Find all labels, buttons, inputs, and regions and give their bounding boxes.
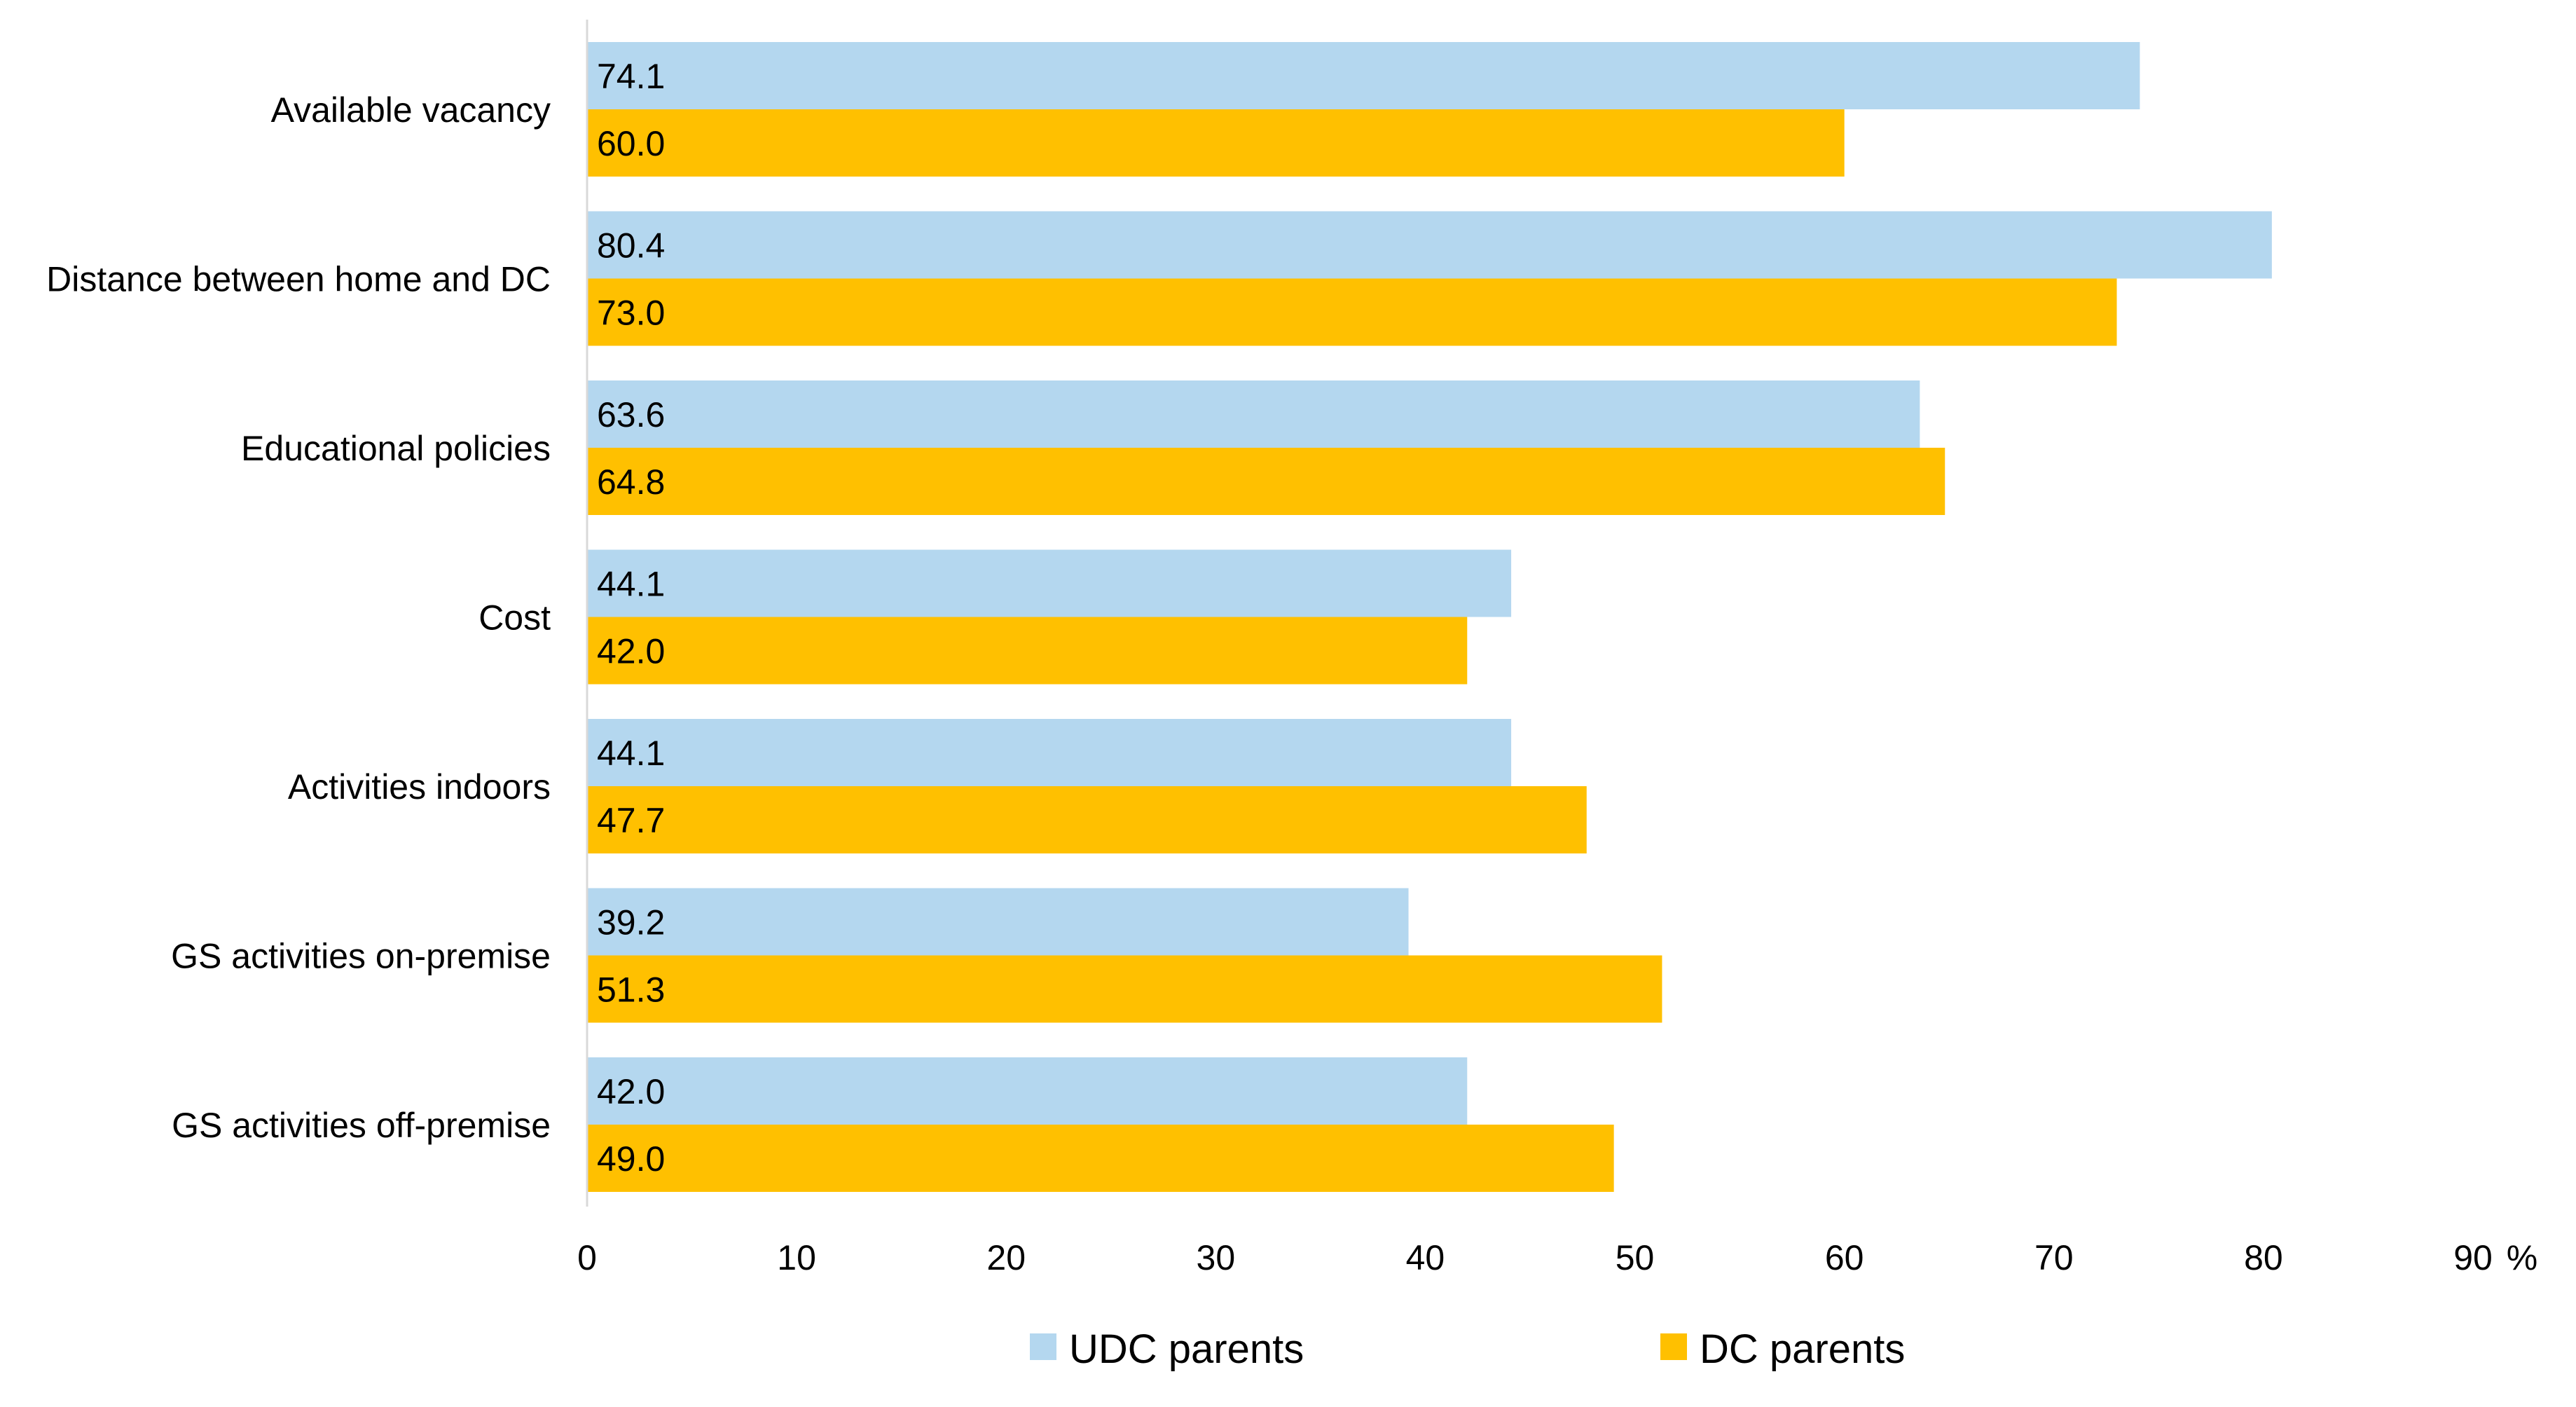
x-tick-label-0: 0 [577, 1238, 597, 1277]
x-tick-label-50: 50 [1616, 1238, 1655, 1277]
category-label-3: Cost [478, 598, 551, 638]
value-label-dc-3: 42.0 [597, 632, 665, 671]
value-label-dc-1: 73.0 [597, 294, 665, 333]
value-label-udc-0: 74.1 [597, 57, 665, 96]
bar-udc-1 [587, 211, 2272, 279]
value-label-udc-2: 63.6 [597, 395, 665, 434]
bar-udc-2 [587, 380, 1920, 448]
legend-label-udc: UDC parents [1069, 1326, 1304, 1372]
value-label-udc-1: 80.4 [597, 226, 665, 266]
category-label-1: Distance between home and DC [46, 260, 551, 299]
x-axis-ticks: 0 10 20 30 40 50 60 70 80 90 [577, 1238, 2493, 1277]
x-tick-label-80: 80 [2244, 1238, 2283, 1277]
value-label-udc-5: 39.2 [597, 903, 665, 942]
category-label-2: Educational policies [241, 429, 551, 468]
x-tick-label-10: 10 [777, 1238, 816, 1277]
value-label-dc-0: 60.0 [597, 124, 665, 163]
x-tick-label-90: 90 [2453, 1238, 2493, 1277]
bar-dc-6 [587, 1125, 1614, 1192]
category-label-4: Activities indoors [288, 767, 551, 807]
x-tick-label-20: 20 [986, 1238, 1026, 1277]
value-label-dc-2: 64.8 [597, 462, 665, 502]
value-labels-layer: 74.1 60.0 80.4 73.0 63.6 64.8 44.1 42.0 44.1 47.7… [597, 57, 665, 1179]
category-label-5: GS activities on-premise [171, 937, 551, 976]
category-labels-layer: Available vacancy Distance between home a… [46, 90, 551, 1145]
bar-udc-3 [587, 549, 1512, 617]
value-label-dc-6: 49.0 [597, 1139, 665, 1179]
bar-dc-4 [587, 786, 1587, 853]
category-label-6: GS activities off-premise [172, 1106, 551, 1145]
x-tick-label-60: 60 [1825, 1238, 1864, 1277]
value-label-udc-6: 42.0 [597, 1072, 665, 1111]
bar-udc-0 [587, 42, 2140, 109]
value-label-dc-5: 51.3 [597, 970, 665, 1010]
legend-swatch-udc [1030, 1333, 1056, 1360]
legend-swatch-dc [1660, 1333, 1687, 1360]
bars-layer [587, 42, 2272, 1192]
legend-label-dc: DC parents [1700, 1326, 1905, 1372]
bar-dc-2 [587, 448, 1945, 515]
x-tick-label-30: 30 [1197, 1238, 1236, 1277]
x-tick-label-40: 40 [1406, 1238, 1445, 1277]
category-label-0: Available vacancy [271, 90, 551, 130]
value-label-dc-4: 47.7 [597, 801, 665, 840]
value-label-udc-3: 44.1 [597, 565, 665, 604]
x-axis-unit-label: % [2507, 1238, 2537, 1277]
bar-udc-4 [587, 719, 1512, 786]
bar-udc-5 [587, 888, 1409, 956]
bar-dc-0 [587, 109, 1845, 177]
value-label-udc-4: 44.1 [597, 734, 665, 773]
x-tick-label-70: 70 [2034, 1238, 2074, 1277]
bar-dc-3 [587, 617, 1468, 685]
bar-dc-1 [587, 278, 2117, 346]
bar-dc-5 [587, 955, 1662, 1023]
legend: UDC parents DC parents [1030, 1326, 1905, 1372]
bar-udc-6 [587, 1057, 1468, 1125]
